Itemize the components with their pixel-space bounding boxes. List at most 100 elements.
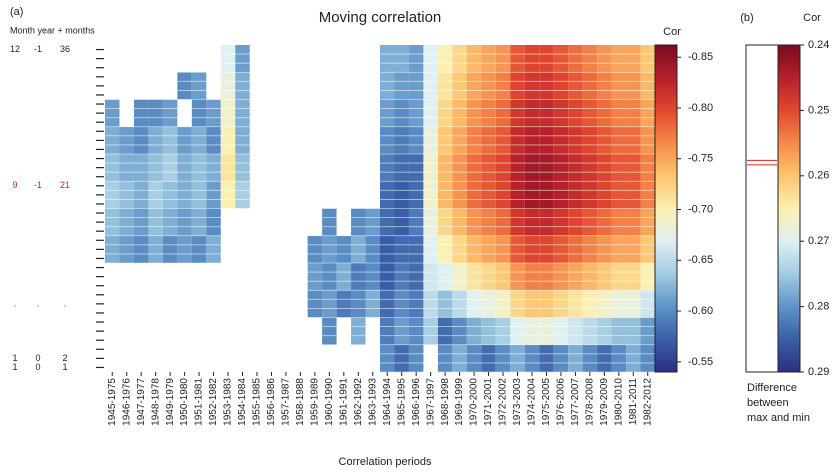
heatmap-cell [597,317,612,345]
heatmap-cell [510,45,525,73]
heatmap-cell [133,235,149,263]
heatmap-cell [307,263,323,291]
heatmap-cell [380,126,395,154]
heatmap-cell [380,263,395,291]
colorbar-tick-label: 0.26 [808,170,829,182]
x-tick-label: 1965-1995 [396,378,407,426]
heatmap-cell [611,45,627,73]
heatmap-cell [640,235,655,263]
heatmap-cell [220,99,236,127]
heatmap-cell [452,317,467,345]
heatmap-cell [162,154,178,182]
heatmap-cell [626,235,641,263]
heatmap-cell [466,317,482,345]
heatmap-cell [105,154,120,182]
heatmap-cell [597,290,612,318]
heatmap-cell [408,126,424,154]
heatmap-cell [177,208,192,236]
heatmap-cell [568,290,583,318]
heatmap-cell [423,208,438,236]
heatmap-cell [481,45,496,73]
heatmap-cell [235,181,250,209]
heatmap-cell [626,181,641,209]
heatmap-cell [611,235,627,263]
heatmap-cell [539,72,554,100]
heatmap-cell [452,126,467,154]
heatmap-cell [568,344,583,372]
heatmap-cell [466,344,482,372]
x-tick-label: 1945-1975 [107,378,118,426]
heatmap-cell [582,290,598,318]
heatmap-cell [524,290,540,318]
heatmap-cell [220,154,236,182]
heatmap-cell [553,290,569,318]
heatmap-cell [597,263,612,291]
colorbar-tick-label: -0.60 [688,305,713,317]
heatmap-cell [553,154,569,182]
heatmap-cell [351,290,366,318]
heatmap-cell [452,181,467,209]
heatmap-cell [394,45,409,73]
heatmap-cell [206,154,221,182]
row-label-year: -1 [34,180,42,190]
heatmap-cell [322,235,337,263]
heatmap-cell [611,154,627,182]
heatmap-cell [524,235,540,263]
heatmap-cell [437,344,453,372]
heatmap-cell [495,235,511,263]
row-label-months: 1 [62,362,67,372]
heatmap-cell [481,263,496,291]
heatmap-cell [582,72,598,100]
heatmap-cell [495,154,511,182]
heatmap-cell [380,181,395,209]
heatmap-cell [394,290,409,318]
heatmap-cell [495,208,511,236]
heatmap-cell [423,126,438,154]
heatmap-cell [394,208,409,236]
heatmap-cell [466,181,482,209]
colorbar-tick-label: -0.85 [688,51,713,63]
heatmap-cell [394,126,409,154]
row-label-months: 2 [62,353,67,363]
x-tick-label: 1978-2008 [585,378,596,426]
heatmap-cell [626,208,641,236]
colorbar-tick-label: 0.24 [808,39,829,51]
heatmap-cell [423,290,438,318]
heatmap-cell [539,45,554,73]
heatmap-cell [495,290,511,318]
colorbar [654,44,678,373]
x-tick-label: 1959-1989 [310,378,321,426]
heatmap-cell [640,344,655,372]
heatmap-cell [351,317,366,345]
heatmap-cell [466,126,482,154]
heatmap-cell [495,181,511,209]
heatmap-cell [380,235,395,263]
heatmap-cell [568,235,583,263]
x-tick-label: 1958-1988 [295,378,306,426]
heatmap-cell [582,235,598,263]
x-axis-label: Correlation periods [339,456,432,468]
heatmap-cell [452,72,467,100]
heatmap-cell [510,154,525,182]
heatmap-cell [133,208,149,236]
heatmap-cell [105,126,120,154]
heatmap-cell [191,126,207,154]
heatmap-cell [466,99,482,127]
heatmap-cell [119,235,134,263]
heatmap-cell [380,208,395,236]
heatmap-cell [191,208,207,236]
heatmap-cell [626,344,641,372]
x-tick-label: 1971-2001 [483,378,494,426]
colorbar-tick-label: -0.75 [688,153,713,165]
heatmap-cell [380,99,395,127]
panel-label: (a) [10,6,23,18]
heatmap-cell [524,126,540,154]
heatmap-cell [336,263,352,291]
x-tick-label: 1960-1990 [324,378,335,426]
heatmap-cell [148,126,163,154]
heatmap-cell [380,317,395,345]
heatmap-cell [481,72,496,100]
heatmap-cell [394,235,409,263]
row-header: Month year + months [10,25,95,35]
heatmap-cell [481,181,496,209]
